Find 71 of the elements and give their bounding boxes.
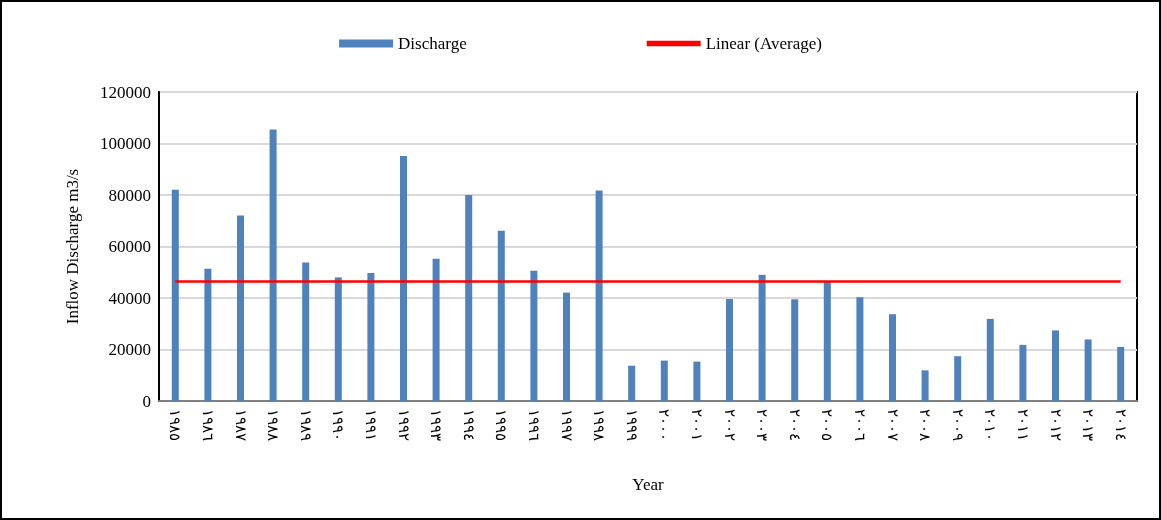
x-tick-label: ١٩٩٥ — [493, 409, 510, 441]
x-tick-label: ١٩٨٨ — [265, 409, 282, 441]
x-tick-label: ١٩٩٤ — [460, 409, 477, 441]
bar — [791, 299, 799, 401]
bar — [237, 215, 244, 401]
y-tick-label: 0 — [142, 391, 151, 411]
bar — [986, 318, 994, 401]
y-axis-title: Inflow Discharge m3/s — [63, 168, 82, 325]
x-tick-label: ٢٠٠٠ — [656, 409, 673, 441]
x-tick-label: ٢٠١١ — [1014, 409, 1031, 441]
bar — [1084, 339, 1092, 401]
bar — [595, 190, 603, 401]
x-tick-label: ٢٠٠٧ — [884, 409, 901, 441]
bar — [954, 356, 962, 401]
y-tick-label: 20000 — [108, 340, 151, 359]
legend-label: Linear (Average) — [705, 34, 822, 53]
x-tick-label: ٢٠٠٥ — [819, 409, 836, 441]
x-tick-label: ١٩٩٠ — [330, 409, 347, 441]
legend-label: Discharge — [398, 34, 467, 53]
bar — [856, 297, 864, 401]
bar — [628, 365, 636, 401]
bar — [1052, 330, 1059, 401]
x-tick-label: ٢٠٠٤ — [786, 409, 803, 441]
x-tick-label: ٢٠١٣ — [1080, 409, 1097, 441]
x-tick-label: ٢٠١٢ — [1047, 409, 1064, 441]
bar — [1117, 346, 1125, 401]
x-tick-label: ١٩٩٢ — [395, 409, 412, 441]
y-tick-label: 80000 — [108, 185, 151, 205]
bar — [889, 314, 896, 401]
x-tick-label: ١٩٩٩ — [623, 409, 640, 441]
x-tick-label: ٢٠٠١ — [688, 409, 705, 441]
y-tick-label: 120000 — [100, 82, 151, 102]
x-tick-label: ٢٠٠٨ — [917, 409, 934, 441]
bar — [563, 292, 570, 401]
bar — [758, 274, 766, 401]
bar — [367, 273, 375, 401]
x-tick-label: ١٩٨٦ — [199, 409, 216, 441]
bar — [921, 370, 929, 401]
bar — [1019, 344, 1027, 401]
y-tick-label: 40000 — [108, 288, 151, 308]
bar — [660, 360, 668, 401]
y-tick-label: 100000 — [100, 134, 151, 153]
x-tick-label: ٢٠١٠ — [982, 409, 999, 441]
bar — [497, 230, 505, 401]
bar — [269, 129, 277, 401]
x-tick-label: ٢٠٠٢ — [721, 409, 738, 441]
bar — [400, 156, 407, 401]
bar — [334, 277, 342, 401]
bar — [432, 258, 440, 401]
x-tick-label: ١٩٨٧ — [232, 409, 249, 441]
bar — [204, 268, 212, 401]
x-tick-label: ١٩٩٦ — [525, 409, 542, 441]
x-tick-label: ٢٠٠٩ — [949, 409, 966, 441]
x-tick-label: ١٩٩٨ — [591, 409, 608, 441]
bar — [823, 281, 831, 401]
bar — [302, 262, 310, 401]
x-axis-title: Year — [632, 475, 664, 494]
x-tick-label: ٢٠١٤ — [1112, 409, 1129, 441]
x-tick-label: ١٩٩٧ — [558, 409, 575, 441]
bar — [530, 270, 538, 401]
x-tick-label: ٢٠٠٦ — [851, 409, 868, 441]
x-tick-label: ١٩٩١ — [362, 409, 379, 441]
bar — [465, 195, 473, 401]
y-tick-label: 60000 — [108, 237, 151, 256]
x-tick-label: ١٩٨٥ — [167, 409, 184, 441]
bar — [693, 361, 701, 401]
bar — [171, 189, 179, 401]
bar — [726, 299, 733, 401]
x-tick-label: ١٩٨٩ — [297, 409, 314, 441]
x-tick-label: ٢٠٠٣ — [754, 409, 771, 441]
x-tick-label: ١٩٩٣ — [428, 409, 445, 441]
